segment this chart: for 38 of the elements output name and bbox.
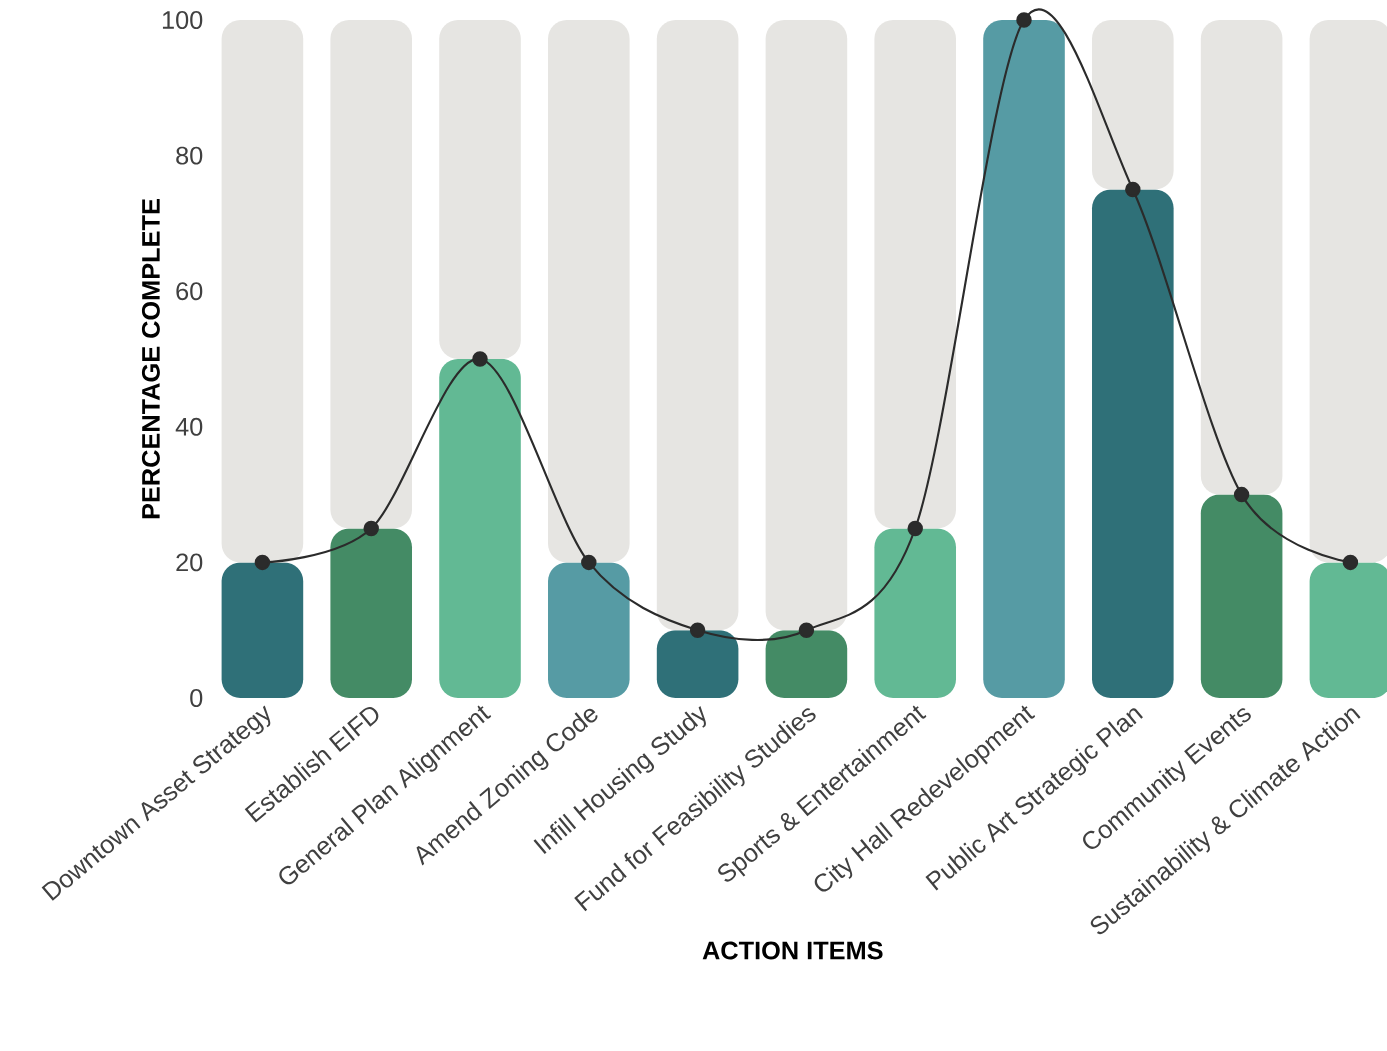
bar [439, 20, 521, 359]
bar [1092, 20, 1174, 190]
point [581, 554, 597, 571]
bar [548, 20, 630, 563]
bar [765, 20, 848, 631]
bar [1200, 494, 1283, 698]
bar [548, 562, 630, 698]
bar [221, 20, 304, 563]
bar [765, 630, 848, 698]
y-tick-label: 80 [176, 146, 203, 165]
bar [330, 20, 413, 529]
bar [1200, 20, 1283, 495]
bar [330, 528, 413, 698]
y-tick-label: 40 [175, 417, 203, 436]
bar [874, 528, 957, 698]
point [1016, 12, 1032, 28]
bar [983, 20, 1065, 698]
bar [874, 20, 957, 529]
y-tick-label: 100 [162, 11, 203, 29]
point [1125, 181, 1141, 198]
point [907, 520, 923, 537]
point [1342, 554, 1359, 571]
x-axis-title: ACTION ITEMS [702, 941, 883, 960]
point [472, 351, 488, 367]
bar [221, 562, 304, 698]
y-tick-label: 20 [176, 553, 203, 572]
point [798, 622, 815, 638]
point [1233, 486, 1250, 503]
bar [1092, 189, 1174, 698]
point [689, 622, 706, 638]
y-tick-label: 60 [176, 282, 203, 301]
y-axis-title: PERCENTAGE COMPLETE [141, 199, 160, 519]
y-tick-label: 0 [190, 689, 203, 707]
bar [656, 20, 739, 631]
point [363, 520, 379, 537]
bar [656, 630, 739, 698]
bar [439, 359, 521, 698]
point [254, 554, 271, 571]
